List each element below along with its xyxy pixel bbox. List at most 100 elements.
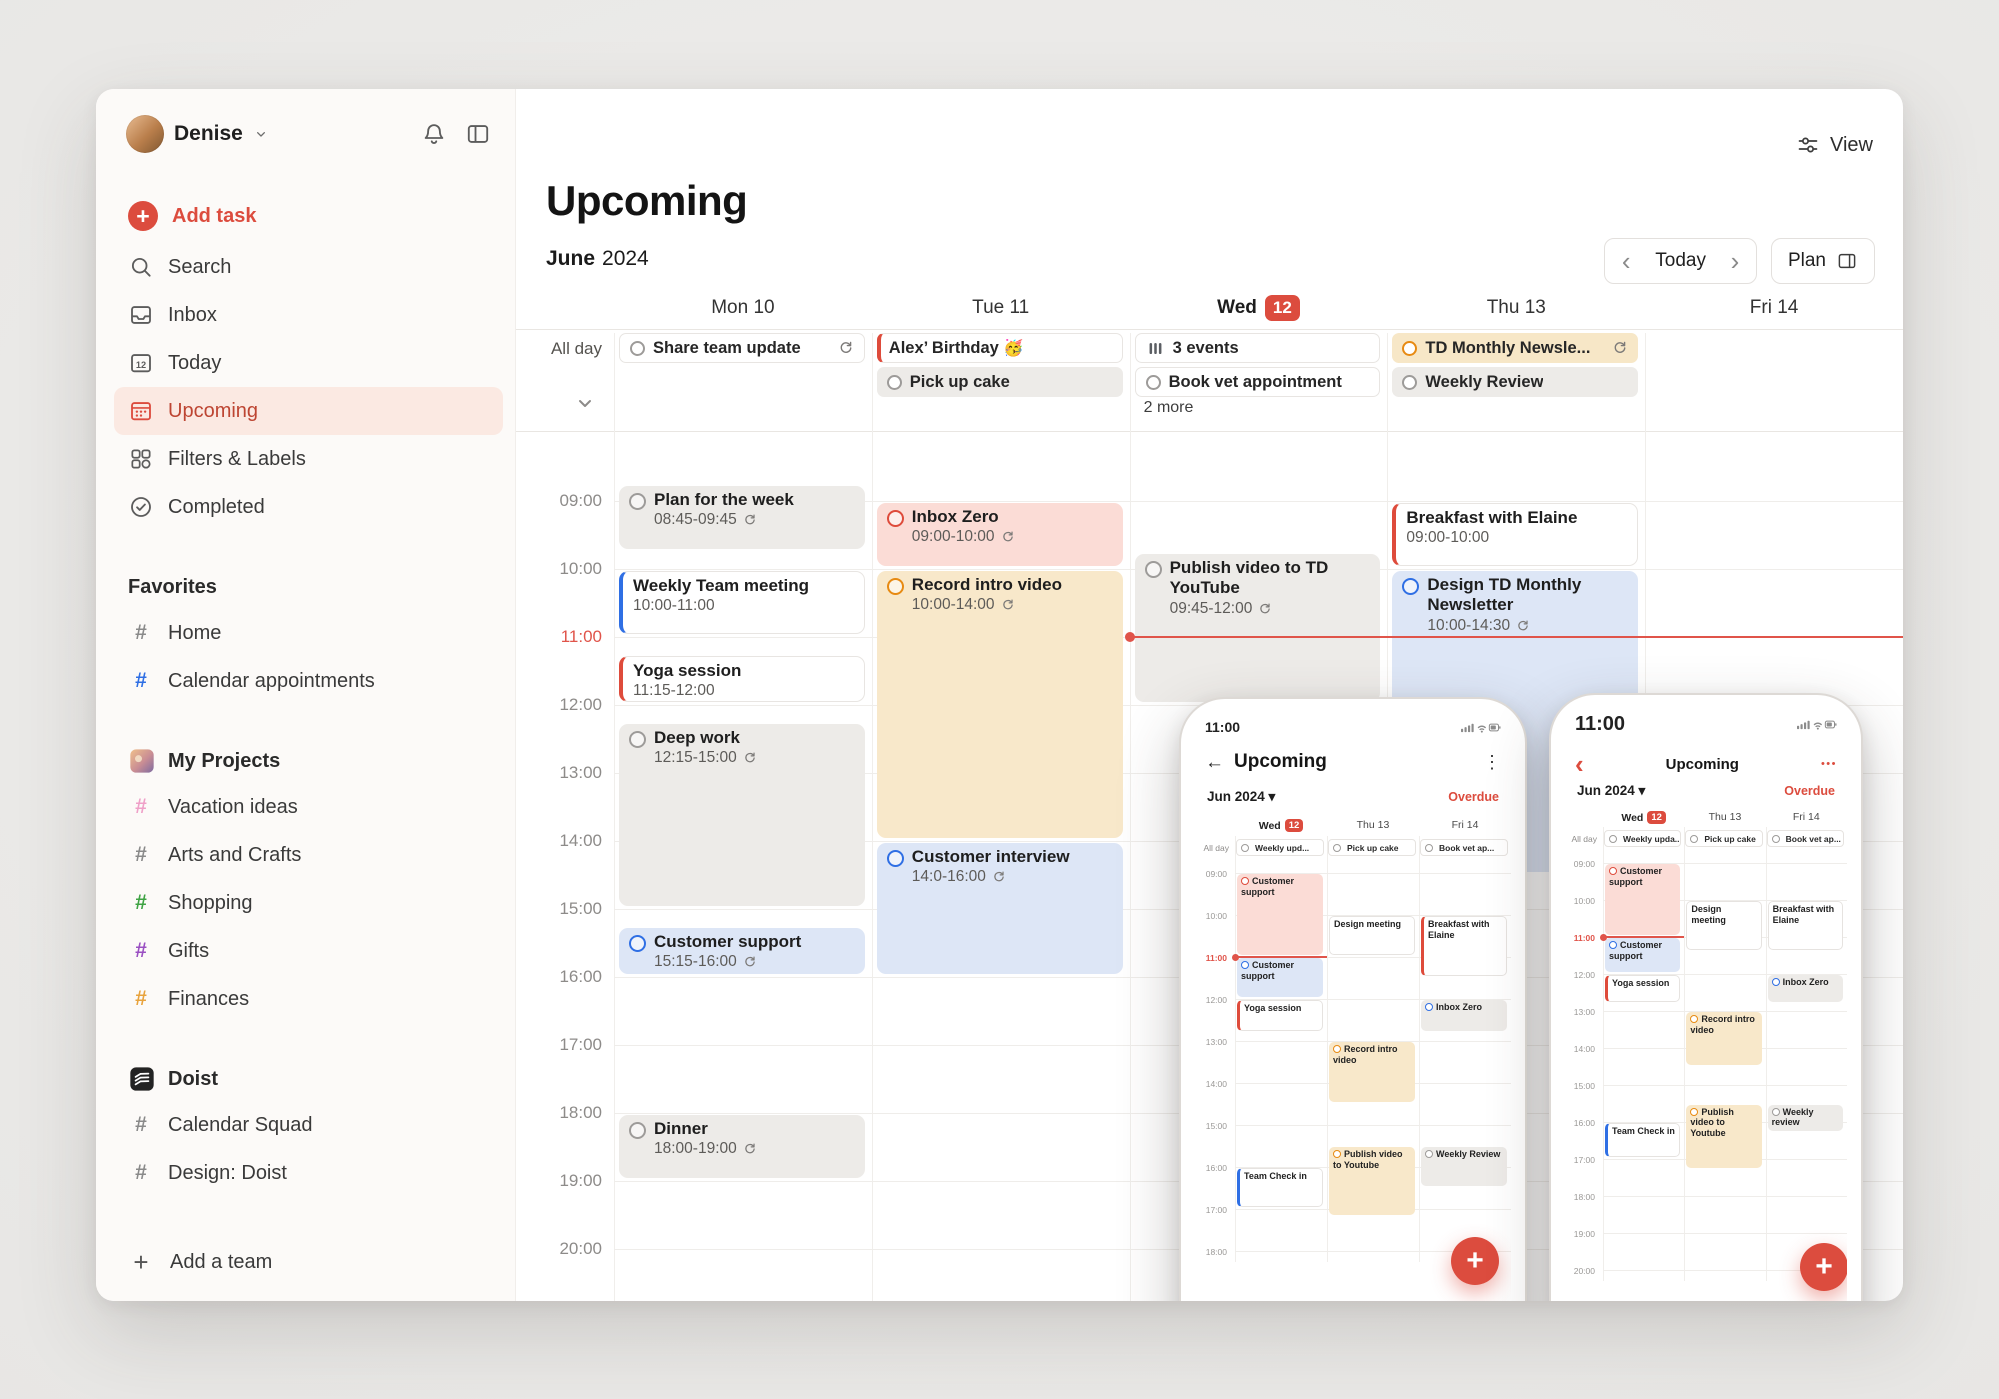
sidebar-item-arts-and-crafts[interactable]: # Arts and Crafts — [114, 831, 503, 879]
account-name: Denise — [174, 122, 243, 145]
sidebar-item-calendar-appointments[interactable]: # Calendar appointments — [114, 657, 503, 705]
recur-icon — [743, 1142, 757, 1156]
recur-icon — [1516, 619, 1530, 633]
next-week-button[interactable]: › — [1730, 246, 1740, 276]
task-checkbox[interactable] — [629, 731, 646, 748]
sidebar-item-design-doist[interactable]: # Design: Doist — [114, 1149, 503, 1197]
event-weekly-team-meeting[interactable]: Weekly Team meeting 10:00-11:00 — [619, 571, 865, 634]
allday-chip-share-team-update[interactable]: Share team update — [619, 333, 865, 363]
view-label: View — [1830, 133, 1873, 156]
prev-week-button[interactable]: ‹ — [1621, 246, 1631, 276]
event-record-intro-video[interactable]: Record intro video 10:00-14:00 — [876, 571, 1123, 838]
sidebar-item-label: Shopping — [168, 891, 253, 914]
event-inbox-zero[interactable]: Inbox Zero 09:00-10:00 — [876, 503, 1123, 566]
sidebar-toggle-icon[interactable] — [465, 121, 491, 147]
event-content: Design TD Monthly Newsletter 10:00-14:30 — [1402, 575, 1628, 635]
sidebar-item-calendar-squad[interactable]: # Calendar Squad — [114, 1101, 503, 1149]
sidebar-item-shopping[interactable]: # Shopping — [114, 879, 503, 927]
chevron-down-icon — [253, 126, 269, 142]
grid-line-h — [1603, 1196, 1847, 1197]
section-header-label: My Projects — [168, 749, 281, 772]
phone-day-header: Fri 14 — [1419, 819, 1511, 831]
event-plan-for-the-week[interactable]: Plan for the week 08:45-09:45 — [619, 486, 865, 549]
time-label: 19:00 — [1573, 1229, 1595, 1239]
sidebar-item-completed[interactable]: Completed — [114, 483, 503, 531]
sidebar-item-filters-labels[interactable]: Filters & Labels — [114, 435, 503, 483]
event-content: Customer interview 14:0-16:00 — [886, 847, 1113, 886]
event-title: Weekly upd... — [1255, 842, 1310, 853]
all-day-label: All day — [1571, 834, 1597, 844]
event-text: Inbox Zero 09:00-10:00 — [912, 507, 1015, 546]
time-label: 13:00 — [1573, 1007, 1595, 1017]
sidebar-item-gifts[interactable]: # Gifts — [114, 927, 503, 975]
notifications-bell-icon[interactable] — [421, 121, 447, 147]
task-checkbox[interactable] — [629, 935, 646, 952]
allday-chip-book-vet-appointment[interactable]: Book vet appointment — [1134, 367, 1381, 397]
add-team-button[interactable]: + Add a team — [128, 1249, 272, 1275]
section-header-favorites[interactable]: Favorites — [114, 565, 503, 609]
task-checkbox[interactable] — [629, 493, 646, 510]
add-task-button[interactable]: + Add task — [114, 193, 501, 239]
search-icon — [128, 254, 154, 280]
grid-line-v — [1129, 333, 1131, 1301]
allday-chip-3-events[interactable]: 3 events — [1134, 333, 1381, 363]
status-icons — [1461, 721, 1501, 734]
event-deep-work[interactable]: Deep work 12:15-15:00 — [619, 724, 865, 906]
time-text: 09:00-10:00 — [911, 528, 995, 546]
grid-line-h — [1603, 1270, 1847, 1271]
event-customer-interview[interactable]: Customer interview 14:0-16:00 — [876, 843, 1123, 974]
today-button[interactable]: Today — [1655, 250, 1706, 271]
event-title: Pick up cake — [909, 372, 1010, 391]
more-events-link[interactable]: 2 more — [1143, 399, 1194, 416]
hash-icon: # — [135, 621, 147, 644]
task-checkbox[interactable] — [886, 578, 904, 595]
task-checkbox[interactable] — [629, 1122, 646, 1139]
plan-button[interactable]: Plan — [1770, 238, 1875, 284]
sidebar-item-label: Filters & Labels — [168, 447, 306, 470]
task-checkbox[interactable] — [1145, 374, 1161, 390]
task-checkbox[interactable] — [1402, 340, 1418, 356]
sidebar-item-vacation-ideas[interactable]: # Vacation ideas — [114, 783, 503, 831]
projects-thumbnail — [128, 747, 156, 775]
section-header-doist[interactable]: Doist — [114, 1057, 503, 1101]
phone-event-customer-support: Customer support — [1605, 938, 1681, 972]
account-menu[interactable]: Denise — [126, 115, 269, 153]
allday-chip-weekly-review[interactable]: Weekly Review — [1392, 367, 1639, 397]
phone-event-inbox-zero: Inbox Zero — [1421, 1000, 1507, 1031]
task-checkbox[interactable] — [1402, 578, 1420, 595]
view-button[interactable]: View — [1796, 133, 1873, 157]
event-title: Alex’ Birthday 🥳 — [888, 338, 1024, 357]
allday-chip-alex-birthday[interactable]: Alex’ Birthday 🥳 — [876, 333, 1123, 363]
grid-line-h — [1603, 974, 1847, 975]
task-checkbox[interactable] — [1144, 561, 1162, 578]
day-name: Fri 14 — [1451, 819, 1479, 831]
allday-chip-pick-up-cake[interactable]: Pick up cake — [876, 367, 1123, 397]
allday-chip-td-monthly-newsle[interactable]: TD Monthly Newsle... — [1392, 333, 1639, 363]
bars-icon — [1146, 339, 1165, 358]
event-text: Customer support 15:15-16:00 — [654, 932, 801, 971]
sidebar-item-today[interactable]: 12 Today — [114, 339, 503, 387]
task-checkbox[interactable] — [886, 510, 904, 527]
sidebar-item-home[interactable]: # Home — [114, 609, 503, 657]
time-label: 11:00 — [1573, 933, 1595, 943]
recur-icon — [1001, 598, 1015, 612]
sidebar-item-upcoming[interactable]: Upcoming — [114, 387, 503, 435]
sidebar-item-inbox[interactable]: Inbox — [114, 291, 503, 339]
event-breakfast-with-elaine[interactable]: Breakfast with Elaine 09:00-10:00 — [1392, 503, 1639, 566]
task-checkbox[interactable] — [886, 374, 902, 390]
section-header-my-projects[interactable]: My Projects — [114, 739, 503, 783]
phone-screen: 11:00 ← Upcoming ⋮ Jun 2024 ▾ Overdue Wed 12 Thu… — [1195, 713, 1511, 1301]
task-checkbox[interactable] — [630, 340, 645, 356]
collapse-all-day-icon[interactable] — [572, 391, 598, 415]
grid-line-h — [614, 501, 1903, 502]
event-yoga-session[interactable]: Yoga session 11:15-12:00 — [619, 656, 865, 702]
task-checkbox[interactable] — [886, 850, 904, 867]
task-checkbox[interactable] — [1402, 374, 1418, 390]
event-customer-support[interactable]: Customer support 15:15-16:00 — [619, 928, 865, 974]
sidebar-item-label: Home — [168, 621, 222, 644]
sidebar-section-favorites: Favorites # Home # Calendar appointments — [96, 565, 515, 705]
sidebar-item-search[interactable]: Search — [114, 243, 503, 291]
sidebar-item-finances[interactable]: # Finances — [114, 975, 503, 1023]
event-dinner[interactable]: Dinner 18:00-19:00 — [619, 1115, 865, 1178]
event-publish-video-to-td-youtube[interactable]: Publish video to TD YouTube 09:45-12:00 — [1134, 554, 1381, 702]
